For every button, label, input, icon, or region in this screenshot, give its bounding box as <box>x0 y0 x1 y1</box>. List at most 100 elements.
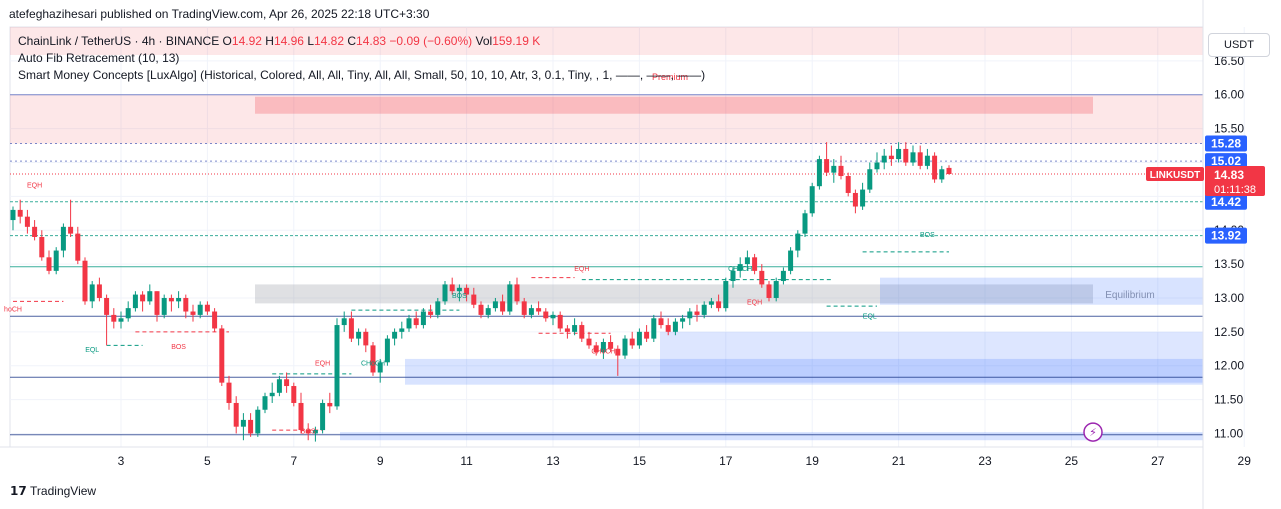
candle-body <box>312 430 318 434</box>
open-value: 14.92 <box>231 34 262 48</box>
x-tick-label: 15 <box>633 454 647 468</box>
tradingview-logo[interactable]: 𝟭𝟳 TradingView <box>10 484 96 498</box>
candle-body <box>190 311 196 315</box>
candle-body <box>881 155 887 163</box>
close-label: C <box>347 34 357 48</box>
y-tick-label: 15.50 <box>1214 122 1244 136</box>
volume-label: Vol <box>475 34 493 48</box>
candle-body <box>46 257 52 271</box>
structure-label: BOS <box>452 293 467 300</box>
candle-body <box>651 318 657 339</box>
candle-body <box>442 284 448 302</box>
candle-body <box>456 287 462 292</box>
candle-body <box>111 314 117 322</box>
candle-body <box>939 169 945 180</box>
x-tick-label: 9 <box>377 454 384 468</box>
candle-body <box>860 189 866 207</box>
candle-body <box>766 284 772 298</box>
symbol-name: ChainLink / TetherUS · 4h · BINANCE <box>18 34 220 48</box>
candle-body <box>608 342 614 349</box>
candle-body <box>845 176 851 193</box>
candle-body <box>219 328 225 383</box>
price-badge <box>1205 153 1247 170</box>
change-value: −0.09 (−0.60%) <box>389 34 473 48</box>
candle-body <box>305 430 311 434</box>
candle-body <box>708 301 714 305</box>
structure-label: CHoCH <box>591 349 615 356</box>
candle-body <box>399 328 405 332</box>
candle-body <box>89 284 95 302</box>
equilibrium-label: Equilibrium <box>1105 290 1154 301</box>
candle-body <box>291 386 297 403</box>
open-label: O <box>222 34 232 48</box>
candle-body <box>233 402 239 427</box>
candle-body <box>255 409 261 434</box>
candle-body <box>550 314 556 319</box>
tradingview-brand-text: TradingView <box>30 484 97 498</box>
structure-label: BOS <box>920 232 935 239</box>
candle-body <box>521 301 527 315</box>
candle-body <box>449 284 455 292</box>
publisher-header: atefeghazihesari published on TradingVie… <box>9 7 430 21</box>
price-badges: 15.28 15.02 14.42 13.92 LINKUSDT 14.83 01:11:3… <box>1083 135 1265 442</box>
candle-body <box>168 297 174 302</box>
candle-body <box>536 308 542 312</box>
candle-body <box>600 342 606 353</box>
candle-body <box>420 311 426 326</box>
structure-label: CHoCH <box>361 361 385 368</box>
candle-body <box>946 167 952 174</box>
currency-button[interactable]: USDT <box>1208 33 1270 57</box>
high-label: H <box>265 34 274 48</box>
candle-body <box>888 155 894 160</box>
candle-body <box>780 270 786 282</box>
candle-body <box>838 165 844 177</box>
structure-labels: EQH EQL BOS EQH CHoCH BOS BOS EQH CHoCH CHoCH EQH E… <box>4 183 935 436</box>
symbol-legend[interactable]: ChainLink / TetherUS · 4h · BINANCE O14.… <box>18 34 540 48</box>
x-tick-label: 23 <box>978 454 992 468</box>
candle-body <box>802 213 808 234</box>
candle-body <box>132 294 138 309</box>
candle-body <box>428 311 434 315</box>
candle-body <box>248 419 254 434</box>
candle-body <box>579 325 585 339</box>
candle-body <box>867 169 873 190</box>
candle-body <box>593 345 599 353</box>
candle-body <box>320 402 326 431</box>
candle-body <box>39 237 45 258</box>
candle-body <box>478 304 484 315</box>
discount-block <box>880 277 1203 305</box>
candle-body <box>788 250 794 271</box>
candle-body <box>687 311 693 319</box>
x-tick-label: 7 <box>290 454 297 468</box>
indicator-fib-legend[interactable]: Auto Fib Retracement (10, 13) <box>18 51 180 65</box>
candle-body <box>377 362 383 373</box>
time-axis: 3 5 7 9 11 13 15 17 19 21 23 25 27 29 <box>0 446 1252 468</box>
candle-body <box>212 311 218 329</box>
structure-label: EQH <box>747 300 762 307</box>
candle-body <box>276 379 282 393</box>
fib-levels <box>10 94 1203 436</box>
candle-body <box>500 301 506 312</box>
indicator-smc-legend[interactable]: Smart Money Concepts [LuxAlgo] (Historic… <box>18 68 706 82</box>
x-tick-label: 29 <box>1238 454 1252 468</box>
candle-body <box>680 318 686 322</box>
countdown-text: 01:11:38 <box>1214 184 1256 196</box>
candle-body <box>824 159 830 173</box>
candle-body <box>572 325 578 332</box>
candle-body <box>284 379 290 387</box>
candle-body <box>82 260 88 302</box>
candle-body <box>24 216 30 227</box>
candle-body <box>917 152 923 166</box>
candle-body <box>831 165 837 173</box>
x-tick-label: 21 <box>892 454 906 468</box>
premium-label: Premium <box>652 72 688 82</box>
candle-body <box>644 331 650 339</box>
candle-body <box>60 226 66 251</box>
candle-body <box>615 348 621 356</box>
last-price-badge <box>1205 166 1265 196</box>
candle-body <box>334 325 340 407</box>
y-tick-label: 16.00 <box>1214 88 1244 102</box>
candle-body <box>356 331 362 339</box>
structure-label: EQH <box>574 266 589 273</box>
